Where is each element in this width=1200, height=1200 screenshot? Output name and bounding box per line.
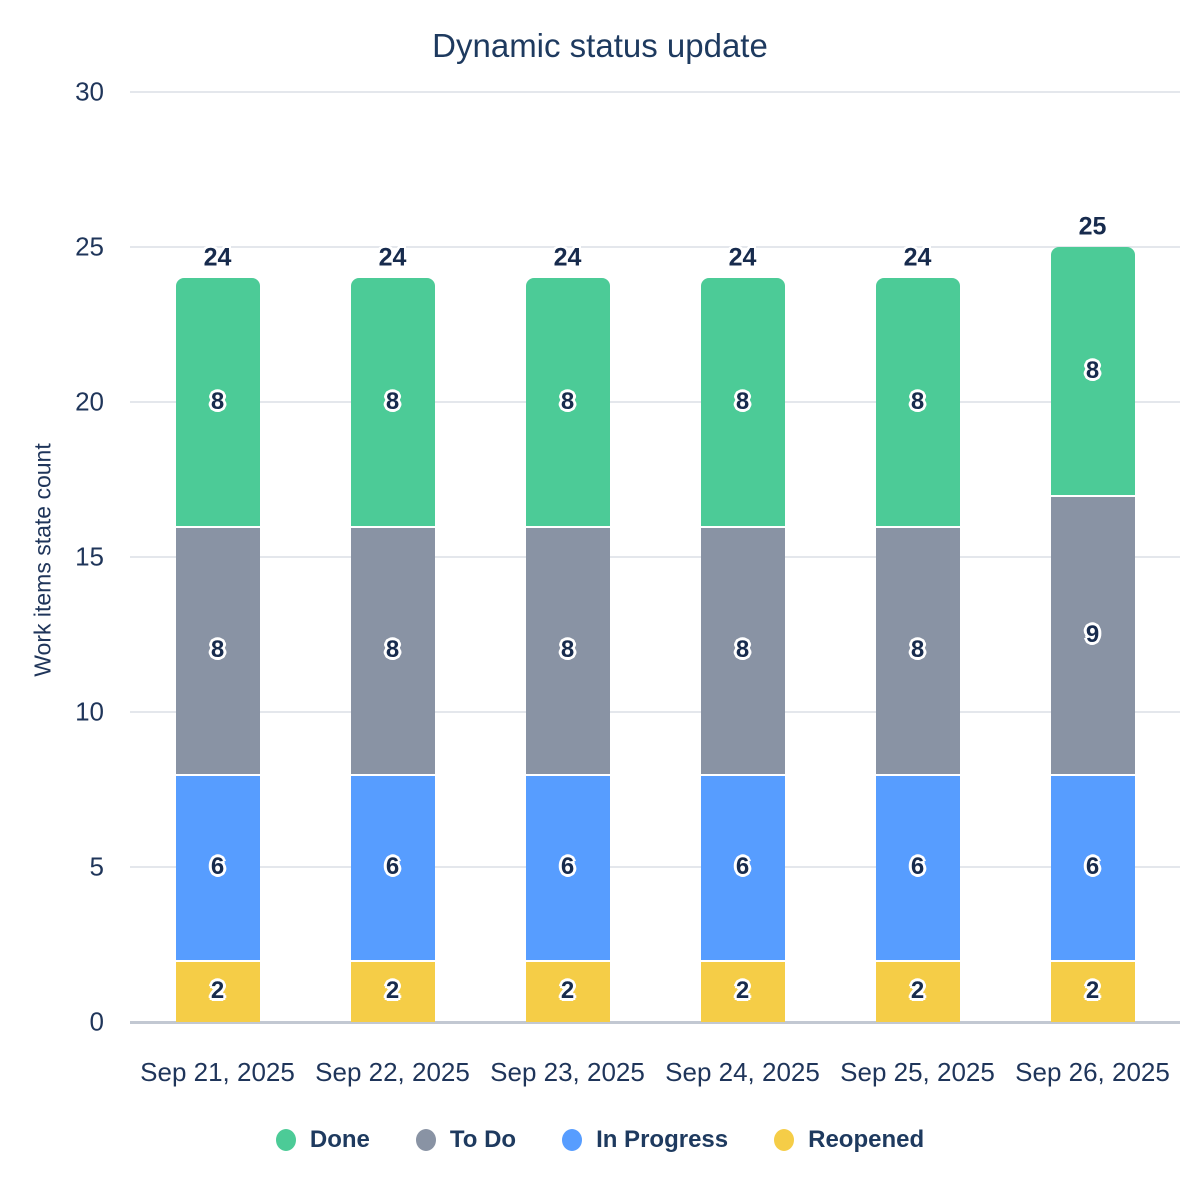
- bar-segment-in-progress-sep-26-2025[interactable]: [1050, 776, 1135, 960]
- segment-value-to-do-sep-23-2025: 8: [560, 636, 575, 663]
- y-tick-label-0: 0: [89, 1006, 104, 1037]
- gridline-y-5: [130, 866, 1180, 868]
- gridline-y-15: [130, 556, 1180, 558]
- legend-item-to-do[interactable]: To Do: [415, 1126, 517, 1154]
- x-tick-label-sep-22-2025: Sep 22, 2025: [315, 1057, 470, 1087]
- segment-value-reopened-sep-21-2025: 2: [210, 977, 225, 1004]
- segment-value-in-progress-sep-21-2025: 6: [210, 853, 225, 880]
- bar-segment-to-do-sep-26-2025[interactable]: [1050, 497, 1135, 774]
- segment-value-reopened-sep-26-2025: 2: [1085, 977, 1100, 1004]
- legend-item-done[interactable]: Done: [275, 1126, 370, 1154]
- gridline-y-10: [130, 711, 1180, 713]
- legend-swatch-reopened: [774, 1129, 795, 1151]
- bar-segment-in-progress-sep-25-2025[interactable]: [875, 776, 960, 960]
- legend-swatch-done: [275, 1129, 296, 1151]
- legend-label-in-progress: In Progress: [596, 1126, 729, 1153]
- bar-segment-reopened-sep-23-2025[interactable]: [525, 962, 610, 1022]
- segment-value-done-sep-24-2025: 8: [735, 388, 750, 415]
- bar-segment-done-sep-25-2025[interactable]: [875, 278, 960, 526]
- legend-label-done: Done: [309, 1126, 370, 1153]
- bar-segment-in-progress-sep-23-2025[interactable]: [525, 776, 610, 960]
- segment-value-in-progress-sep-24-2025: 6: [735, 853, 750, 880]
- x-tick-label-sep-24-2025: Sep 24, 2025: [665, 1057, 820, 1087]
- y-tick-label-10: 10: [75, 696, 104, 727]
- legend-swatch-in-progress: [562, 1129, 583, 1151]
- segment-value-in-progress-sep-22-2025: 6: [385, 853, 400, 880]
- y-tick-label-15: 15: [75, 541, 104, 572]
- segment-value-done-sep-23-2025: 8: [560, 388, 575, 415]
- bar-segment-to-do-sep-25-2025[interactable]: [875, 528, 960, 774]
- y-tick-label-20: 20: [75, 386, 104, 417]
- x-tick-label-sep-23-2025: Sep 23, 2025: [490, 1057, 645, 1087]
- segment-value-in-progress-sep-25-2025: 6: [910, 853, 925, 880]
- legend-item-reopened[interactable]: Reopened: [774, 1126, 924, 1154]
- bar-segment-to-do-sep-23-2025[interactable]: [525, 528, 610, 774]
- segment-value-in-progress-sep-26-2025: 6: [1085, 853, 1100, 880]
- bar-segment-to-do-sep-22-2025[interactable]: [350, 528, 435, 774]
- bar-segment-in-progress-sep-24-2025[interactable]: [700, 776, 785, 960]
- segment-value-done-sep-22-2025: 8: [385, 388, 400, 415]
- legend-item-in-progress[interactable]: In Progress: [562, 1126, 728, 1154]
- segment-value-to-do-sep-25-2025: 8: [910, 636, 925, 663]
- gridline-y-25: [130, 246, 1180, 248]
- chart-title: Dynamic status update: [432, 27, 768, 64]
- bar-segment-done-sep-21-2025[interactable]: [175, 278, 260, 526]
- bar-segment-reopened-sep-24-2025[interactable]: [700, 962, 785, 1022]
- bar-segment-in-progress-sep-22-2025[interactable]: [350, 776, 435, 960]
- gridline-y-20: [130, 401, 1180, 403]
- bar-total-sep-24-2025: 24: [728, 243, 757, 272]
- bar-segment-to-do-sep-24-2025[interactable]: [700, 528, 785, 774]
- bar-segment-done-sep-24-2025[interactable]: [700, 278, 785, 526]
- segment-value-done-sep-26-2025: 8: [1085, 357, 1100, 384]
- segment-value-in-progress-sep-23-2025: 6: [560, 853, 575, 880]
- segment-value-reopened-sep-22-2025: 2: [385, 977, 400, 1004]
- y-tick-label-25: 25: [75, 231, 104, 262]
- bar-total-sep-22-2025: 24: [378, 243, 407, 272]
- segment-value-reopened-sep-24-2025: 2: [735, 977, 750, 1004]
- segment-value-reopened-sep-25-2025: 2: [910, 977, 925, 1004]
- bar-segment-reopened-sep-21-2025[interactable]: [175, 962, 260, 1022]
- bar-segment-to-do-sep-21-2025[interactable]: [175, 528, 260, 774]
- segment-value-to-do-sep-26-2025: 9: [1085, 620, 1100, 648]
- bar-segment-reopened-sep-22-2025[interactable]: [350, 962, 435, 1022]
- legend-label-reopened: Reopened: [808, 1126, 925, 1153]
- legend-label-to-do: To Do: [449, 1126, 517, 1153]
- bar-total-sep-25-2025: 24: [903, 243, 932, 272]
- x-tick-label-sep-26-2025: Sep 26, 2025: [1015, 1057, 1170, 1087]
- bar-segment-in-progress-sep-21-2025[interactable]: [175, 776, 260, 960]
- bar-segment-done-sep-26-2025[interactable]: [1050, 247, 1135, 495]
- segment-value-done-sep-21-2025: 8: [210, 388, 225, 415]
- segment-value-to-do-sep-24-2025: 8: [735, 636, 750, 663]
- segment-value-to-do-sep-21-2025: 8: [210, 636, 225, 663]
- bar-total-sep-26-2025: 25: [1078, 212, 1107, 241]
- gridline-y-30: [130, 91, 1180, 93]
- bar-total-sep-23-2025: 24: [553, 243, 582, 272]
- segment-value-done-sep-25-2025: 8: [910, 388, 925, 415]
- legend: Done To Do In Progress Reopened: [0, 1126, 1200, 1154]
- bar-segment-done-sep-23-2025[interactable]: [525, 278, 610, 526]
- segment-value-reopened-sep-23-2025: 2: [560, 977, 575, 1004]
- bar-segment-reopened-sep-25-2025[interactable]: [875, 962, 960, 1022]
- legend-swatch-to-do: [415, 1129, 436, 1151]
- x-tick-label-sep-25-2025: Sep 25, 2025: [840, 1057, 995, 1087]
- y-tick-label-30: 30: [75, 76, 104, 107]
- segment-value-to-do-sep-22-2025: 8: [385, 636, 400, 663]
- x-tick-label-sep-21-2025: Sep 21, 2025: [140, 1057, 295, 1087]
- y-tick-label-5: 5: [89, 851, 104, 882]
- x-axis-line: [130, 1021, 1180, 1024]
- bar-total-sep-21-2025: 24: [203, 243, 232, 272]
- bar-segment-reopened-sep-26-2025[interactable]: [1050, 962, 1135, 1022]
- bar-segment-done-sep-22-2025[interactable]: [350, 278, 435, 526]
